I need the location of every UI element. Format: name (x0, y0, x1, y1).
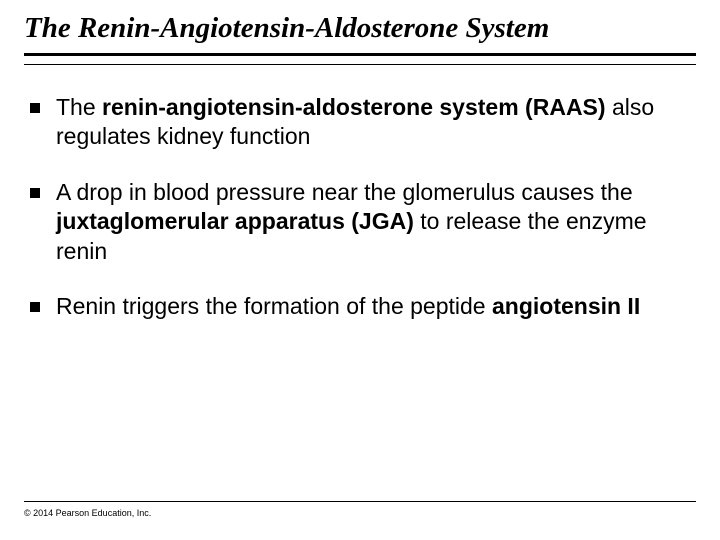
bullet-text-pre: The (56, 94, 102, 120)
bullet-text-pre: Renin triggers the formation of the pept… (56, 293, 492, 319)
bullet-text-bold: renin-angiotensin-aldosterone system (RA… (102, 94, 606, 120)
copyright-text: © 2014 Pearson Education, Inc. (24, 508, 696, 518)
list-item: A drop in blood pressure near the glomer… (30, 178, 696, 266)
list-item: The renin-angiotensin-aldosterone system… (30, 93, 696, 152)
bullet-text-pre: A drop in blood pressure near the glomer… (56, 179, 633, 205)
footer: © 2014 Pearson Education, Inc. (24, 501, 696, 518)
bullet-text-bold: angiotensin II (492, 293, 640, 319)
list-item: Renin triggers the formation of the pept… (30, 292, 696, 321)
slide-title: The Renin-Angiotensin-Aldosterone System (24, 12, 696, 56)
bullet-list: The renin-angiotensin-aldosterone system… (24, 93, 696, 322)
slide: The Renin-Angiotensin-Aldosterone System… (0, 0, 720, 540)
bullet-text-bold: juxtaglomerular apparatus (JGA) (56, 208, 414, 234)
title-thinline (24, 64, 696, 65)
footer-line (24, 501, 696, 502)
